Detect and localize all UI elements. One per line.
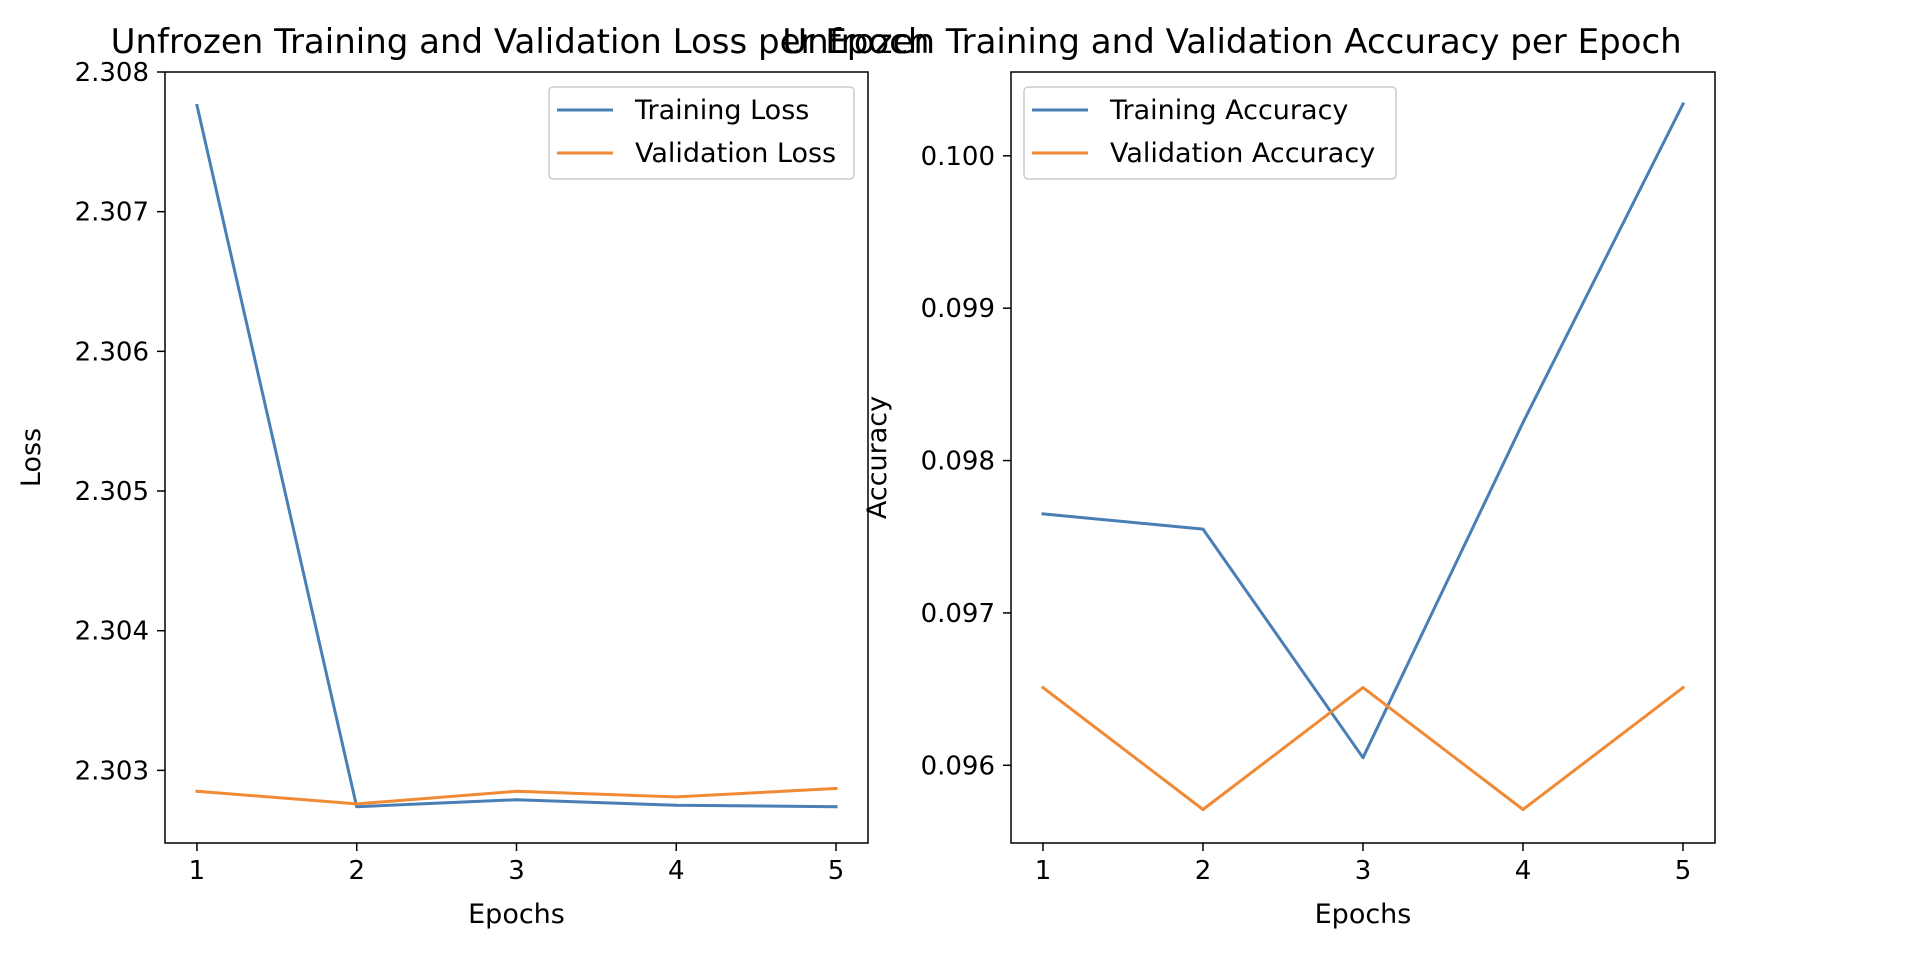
legend: Training Accuracy Validation Accuracy [1023,86,1397,180]
y-tick-label: 2.303 [75,756,149,786]
data-point [1521,420,1525,424]
plot-frame [1010,71,1716,844]
data-point [355,802,359,806]
x-tick-label: 1 [1035,856,1052,886]
series-line-2 [1040,685,1686,811]
x-axis-label: Epochs [1315,899,1412,930]
data-point [1681,102,1685,106]
plot-frame [164,71,869,844]
data-point [1201,527,1205,531]
legend-entry: Validation Accuracy [1110,138,1375,169]
data-point [195,104,199,108]
y-axis-label: Accuracy [862,396,893,519]
y-tick-label: 2.304 [75,617,149,647]
legend-entry: Training Loss [634,95,809,126]
x-tick-label: 5 [1675,856,1692,886]
data-point [674,803,678,807]
y-tick-label: 2.308 [75,58,149,88]
x-tick-label: 1 [189,856,206,886]
x-tick-label: 3 [1355,856,1372,886]
x-tick-label: 5 [828,856,845,886]
x-tick-label: 4 [1515,856,1532,886]
data-point [515,789,518,793]
legend: Training Loss Validation Loss [548,86,855,180]
chart-2: Unfrozen Training and Validation Accurac… [782,22,1716,930]
data-point [1681,686,1685,690]
x-tick-label: 2 [348,856,365,886]
x-tick-label: 4 [668,856,685,886]
legend-entry: Validation Loss [635,138,836,169]
x-tick-label: 3 [508,856,525,886]
data-point [515,798,518,802]
y-axis-label: Loss [16,428,47,487]
series-line-1 [195,103,838,809]
y-tick-label: 0.097 [921,599,995,629]
data-point [355,805,359,809]
legend-entry: Training Accuracy [1109,95,1348,126]
legend-box [548,86,855,180]
chart-title: Unfrozen Training and Validation Loss pe… [111,22,930,62]
series-line-1 [1041,101,1686,760]
data-point [195,789,199,793]
data-point [834,805,838,809]
y-tick-label: 2.306 [75,337,149,367]
y-tick-label: 2.305 [75,477,149,507]
y-tick-label: 0.099 [921,294,995,324]
chart-title: Unfrozen Training and Validation Accurac… [782,22,1681,62]
y-tick-label: 0.096 [921,751,995,781]
legend-box [1023,86,1397,180]
y-tick-label: 0.100 [921,142,995,172]
data-point [1361,686,1365,690]
y-tick-label: 2.307 [75,198,149,228]
data-point [674,795,678,799]
x-tick-label: 2 [1195,856,1212,886]
chart-1: Unfrozen Training and Validation Loss pe… [16,22,929,930]
y-tick-label: 0.098 [921,447,995,477]
data-point [834,787,838,791]
data-point [1361,756,1365,760]
data-point [1521,807,1525,811]
data-point [1041,512,1045,516]
x-axis-label: Epochs [468,899,565,930]
data-point [1201,807,1205,811]
data-point [1041,686,1045,690]
